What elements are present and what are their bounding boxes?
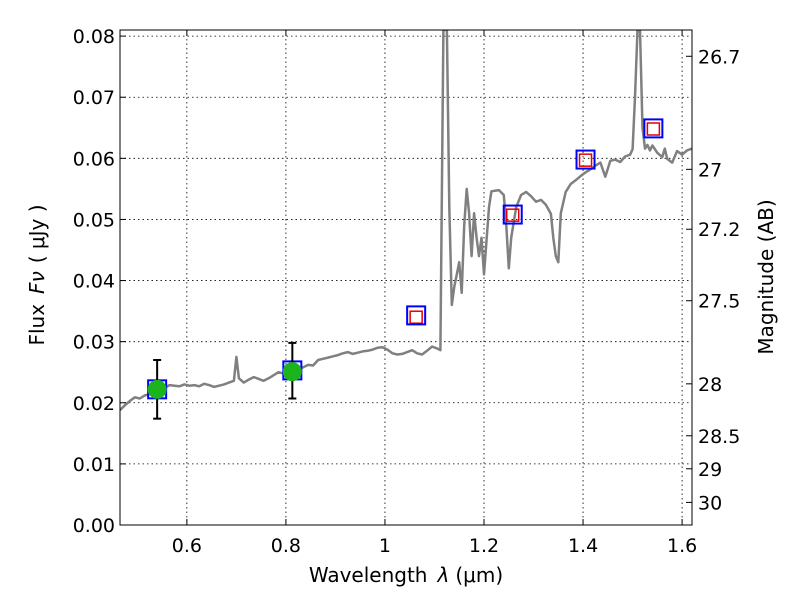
y-tick-label: 0.07 (73, 87, 115, 109)
magnitude-tick-label: 30 (698, 492, 722, 514)
magnitude-tick-label: 28 (698, 374, 722, 396)
magnitude-tick-label: 27.2 (698, 219, 740, 241)
tick-marks (120, 30, 692, 526)
y-tick-label: 0.01 (73, 454, 115, 476)
y-tick-label: 0.05 (73, 209, 115, 231)
upper-limit-marker (409, 310, 423, 324)
model-photometry-box (502, 204, 523, 225)
magnitude-tick-label: 28.5 (698, 426, 740, 448)
magnitude-tick-label: 27 (698, 159, 722, 181)
y-axis-label: FluxFν( μJy ) (25, 204, 49, 345)
x-axis-label: Wavelength λ (μm) (309, 563, 503, 587)
grid-lines (120, 30, 692, 526)
y-tick-label: 0.04 (73, 271, 115, 293)
detection-point (282, 362, 302, 382)
magnitude-tick-label: 29 (698, 459, 722, 481)
magnitude-tick-label: 26.7 (698, 46, 740, 68)
upper-limit-marker (578, 153, 593, 167)
model-photometry-box (406, 305, 427, 326)
plot-frame (119, 29, 693, 526)
x-tick-label: 1.6 (667, 535, 697, 557)
magnitude-tick-label: 27.5 (698, 291, 740, 313)
upper-limit-marker (646, 122, 661, 136)
x-tick-label: 1.4 (568, 535, 598, 557)
spectrum-line (120, 30, 692, 411)
detection-point (147, 379, 167, 399)
magnitude-axis-label: Magnitude (AB) (754, 199, 778, 354)
x-tick-label: 0.6 (172, 535, 202, 557)
model-photometry-box (575, 149, 596, 170)
model-photometry-box (643, 118, 664, 139)
x-tick-label: 0.8 (271, 535, 301, 557)
upper-limit-marker (505, 208, 520, 222)
plot-area (120, 30, 692, 420)
tick-labels: 0.6 0.8 1 1.2 1.4 1.6 0.00 0.01 0.02 0.03 0.04 0.05… (73, 26, 741, 557)
y-tick-label: 0.03 (73, 332, 115, 354)
x-tick-label: 1 (379, 535, 391, 557)
y-tick-label: 0.02 (73, 393, 115, 415)
y-tick-label: 0.06 (73, 148, 115, 170)
y-tick-label: 0.08 (73, 26, 115, 48)
x-tick-label: 1.2 (469, 535, 499, 557)
y-tick-label: 0.00 (73, 515, 115, 537)
